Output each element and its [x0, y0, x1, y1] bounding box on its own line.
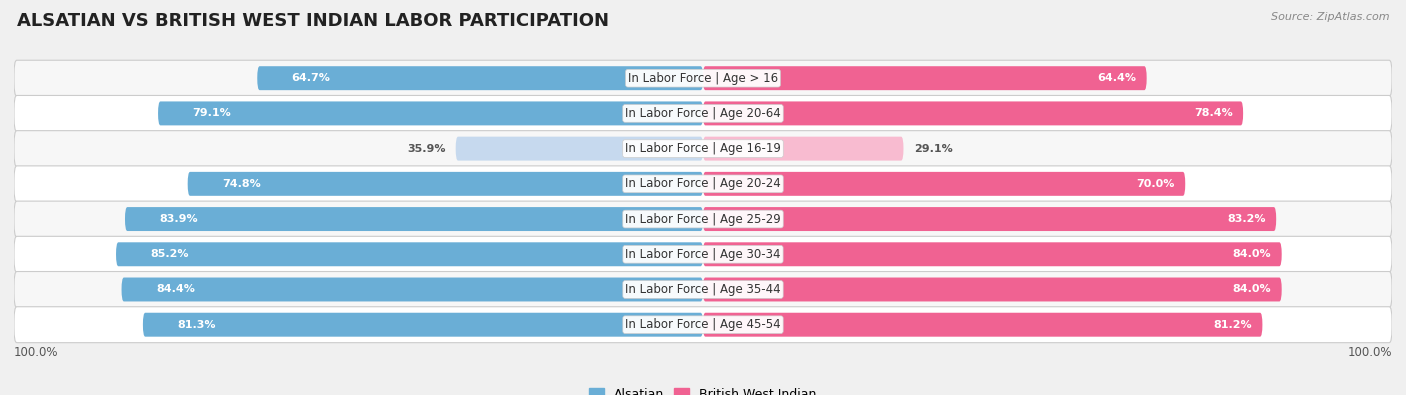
Text: 74.8%: 74.8% [222, 179, 262, 189]
Text: In Labor Force | Age 20-24: In Labor Force | Age 20-24 [626, 177, 780, 190]
FancyBboxPatch shape [14, 201, 1392, 237]
Text: 78.4%: 78.4% [1194, 108, 1233, 118]
FancyBboxPatch shape [703, 102, 1243, 125]
Text: In Labor Force | Age 30-34: In Labor Force | Age 30-34 [626, 248, 780, 261]
Text: 79.1%: 79.1% [193, 108, 231, 118]
FancyBboxPatch shape [14, 166, 1392, 202]
FancyBboxPatch shape [14, 307, 1392, 343]
FancyBboxPatch shape [117, 242, 703, 266]
Text: 35.9%: 35.9% [406, 144, 446, 154]
Text: 84.4%: 84.4% [156, 284, 195, 295]
Text: 100.0%: 100.0% [14, 346, 59, 359]
Text: 83.2%: 83.2% [1227, 214, 1265, 224]
Text: 85.2%: 85.2% [150, 249, 188, 259]
Text: ALSATIAN VS BRITISH WEST INDIAN LABOR PARTICIPATION: ALSATIAN VS BRITISH WEST INDIAN LABOR PA… [17, 12, 609, 30]
FancyBboxPatch shape [121, 278, 703, 301]
FancyBboxPatch shape [257, 66, 703, 90]
Text: In Labor Force | Age 20-64: In Labor Force | Age 20-64 [626, 107, 780, 120]
FancyBboxPatch shape [703, 278, 1282, 301]
FancyBboxPatch shape [14, 271, 1392, 307]
FancyBboxPatch shape [703, 313, 1263, 337]
Text: In Labor Force | Age 25-29: In Labor Force | Age 25-29 [626, 213, 780, 226]
Legend: Alsatian, British West Indian: Alsatian, British West Indian [583, 383, 823, 395]
FancyBboxPatch shape [703, 207, 1277, 231]
FancyBboxPatch shape [703, 66, 1147, 90]
Text: 64.4%: 64.4% [1097, 73, 1136, 83]
FancyBboxPatch shape [157, 102, 703, 125]
Text: 100.0%: 100.0% [1347, 346, 1392, 359]
Text: 70.0%: 70.0% [1136, 179, 1175, 189]
FancyBboxPatch shape [703, 172, 1185, 196]
Text: 29.1%: 29.1% [914, 144, 953, 154]
Text: In Labor Force | Age 35-44: In Labor Force | Age 35-44 [626, 283, 780, 296]
Text: 81.2%: 81.2% [1213, 320, 1253, 330]
FancyBboxPatch shape [14, 60, 1392, 96]
FancyBboxPatch shape [703, 242, 1282, 266]
FancyBboxPatch shape [125, 207, 703, 231]
FancyBboxPatch shape [14, 236, 1392, 272]
Text: In Labor Force | Age 16-19: In Labor Force | Age 16-19 [626, 142, 780, 155]
Text: In Labor Force | Age > 16: In Labor Force | Age > 16 [628, 71, 778, 85]
FancyBboxPatch shape [187, 172, 703, 196]
FancyBboxPatch shape [456, 137, 703, 161]
Text: 84.0%: 84.0% [1233, 249, 1271, 259]
FancyBboxPatch shape [14, 131, 1392, 167]
Text: 84.0%: 84.0% [1233, 284, 1271, 295]
FancyBboxPatch shape [703, 137, 904, 161]
FancyBboxPatch shape [143, 313, 703, 337]
Text: 64.7%: 64.7% [291, 73, 330, 83]
FancyBboxPatch shape [14, 96, 1392, 132]
Text: 83.9%: 83.9% [159, 214, 198, 224]
Text: 81.3%: 81.3% [177, 320, 217, 330]
Text: Source: ZipAtlas.com: Source: ZipAtlas.com [1271, 12, 1389, 22]
Text: In Labor Force | Age 45-54: In Labor Force | Age 45-54 [626, 318, 780, 331]
